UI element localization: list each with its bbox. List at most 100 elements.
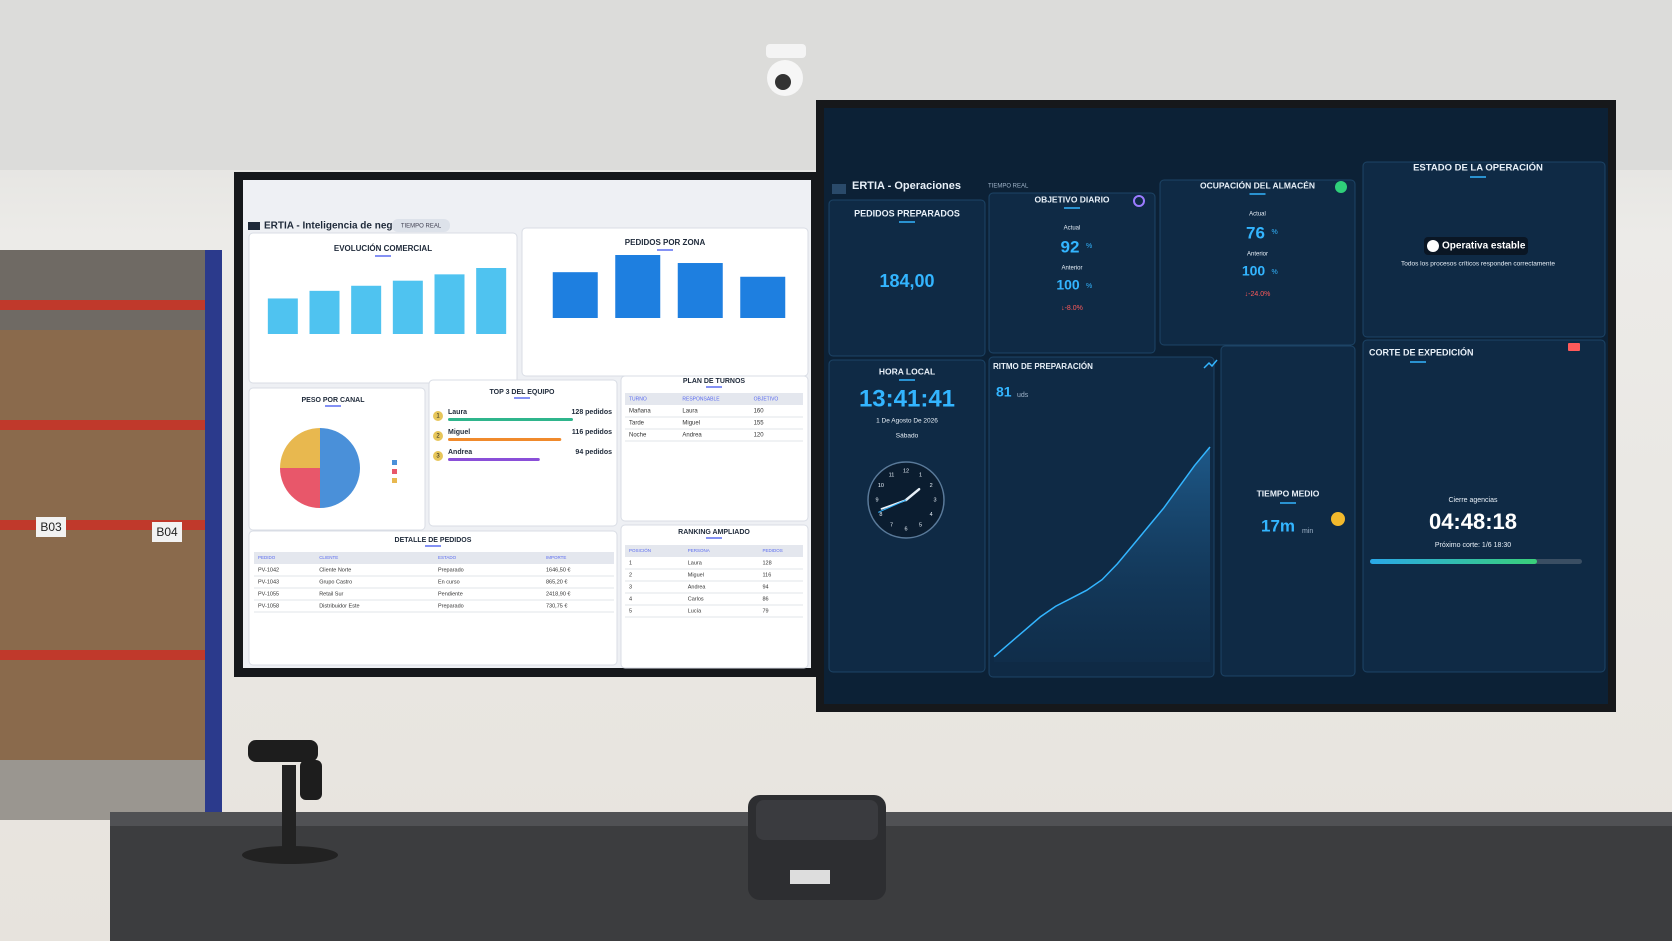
cell: 730,75 € bbox=[546, 603, 567, 609]
cell: Mañana bbox=[629, 409, 651, 415]
cell: Andrea bbox=[688, 584, 707, 590]
bar bbox=[740, 276, 786, 318]
panel bbox=[620, 524, 809, 669]
icon bbox=[1133, 195, 1145, 207]
panel-title: RANKING AMPLIADO bbox=[678, 529, 750, 536]
cell: Laura bbox=[682, 409, 698, 415]
table-header bbox=[254, 552, 614, 564]
logo bbox=[832, 184, 846, 194]
clock-number: 4 bbox=[930, 512, 933, 518]
truck-icon bbox=[1568, 343, 1580, 351]
cell: 3 bbox=[629, 584, 632, 590]
panel-title: PLAN DE TURNOS bbox=[683, 378, 746, 385]
date: 1 De Agosto De 2026 bbox=[876, 418, 938, 425]
panel-title: OCUPACIÓN DEL ALMACÉN bbox=[1200, 179, 1315, 190]
badge: TIEMPO REAL bbox=[401, 224, 442, 230]
cell: Pendiente bbox=[438, 591, 463, 597]
name: Laura bbox=[448, 409, 467, 416]
status-icon bbox=[1427, 240, 1439, 252]
unit: min bbox=[1302, 528, 1313, 535]
cell: Andrea bbox=[682, 433, 702, 439]
logo bbox=[248, 222, 260, 230]
bar bbox=[448, 458, 540, 461]
column-header: PERSONA bbox=[688, 548, 710, 553]
panel bbox=[1220, 345, 1356, 677]
kpi-value: 76 bbox=[1246, 223, 1265, 242]
unit: % bbox=[1086, 243, 1092, 250]
cell: PV-1042 bbox=[258, 567, 279, 573]
cell: Retail Sur bbox=[319, 591, 343, 597]
scanner bbox=[242, 740, 338, 864]
status: Operativa estable bbox=[1442, 241, 1526, 252]
camera bbox=[766, 44, 806, 96]
cell: Grupo Castro bbox=[319, 579, 352, 585]
kpi-value: 100 bbox=[1242, 263, 1266, 279]
area bbox=[994, 447, 1210, 662]
pie-slice bbox=[320, 428, 360, 508]
column-header: POSICIÓN bbox=[629, 547, 651, 553]
bar bbox=[448, 438, 562, 441]
panel-title: PEDIDOS POR ZONA bbox=[625, 238, 706, 247]
cell: 86 bbox=[763, 596, 769, 602]
cell: Distribuidor Este bbox=[319, 603, 359, 609]
panel-title: TIEMPO MEDIO bbox=[1257, 488, 1320, 498]
badge bbox=[392, 219, 450, 232]
rank-badge bbox=[433, 451, 443, 461]
column-header: CLIENTE bbox=[319, 555, 338, 560]
panel-title: PESO POR CANAL bbox=[301, 397, 365, 404]
cell: PV-1055 bbox=[258, 591, 279, 597]
clock-number: 5 bbox=[919, 523, 922, 529]
rank-badge bbox=[433, 411, 443, 421]
kpi-label: Anterior bbox=[1247, 252, 1268, 258]
panel bbox=[988, 192, 1156, 354]
hour-hand bbox=[904, 487, 921, 502]
rank: 2 bbox=[436, 434, 440, 440]
panel-title: DETALLE DE PEDIDOS bbox=[395, 537, 472, 544]
timer-icon bbox=[1331, 512, 1345, 526]
kpi-label: Actual bbox=[1249, 212, 1266, 218]
table-header bbox=[625, 545, 803, 557]
unit: % bbox=[1086, 283, 1092, 290]
name: Andrea bbox=[448, 449, 472, 456]
column-header: ESTADO bbox=[438, 555, 457, 560]
warehouse-door bbox=[0, 250, 222, 820]
cell: Preparado bbox=[438, 567, 464, 573]
kpi-label: Anterior bbox=[1061, 266, 1082, 272]
panel bbox=[248, 232, 518, 384]
clock-number: 2 bbox=[930, 483, 933, 489]
countdown-label: Cierre agencias bbox=[1448, 497, 1498, 504]
panel-title: OBJETIVO DIARIO bbox=[1034, 194, 1109, 204]
desk-top bbox=[110, 812, 1672, 826]
clock-number: 3 bbox=[933, 497, 936, 503]
status-pill bbox=[1424, 237, 1528, 255]
day: Sábado bbox=[896, 433, 919, 440]
kpi-label: Actual bbox=[1064, 226, 1081, 232]
rank: 1 bbox=[436, 414, 440, 420]
cell: Tarde bbox=[629, 421, 645, 427]
bar bbox=[309, 290, 340, 334]
cell: 5 bbox=[629, 608, 632, 614]
table-header bbox=[625, 393, 803, 405]
column-header: RESPONSABLE bbox=[682, 396, 720, 402]
value-label: 116 pedidos bbox=[572, 429, 612, 436]
cell: Miguel bbox=[688, 572, 704, 578]
bar bbox=[267, 298, 298, 334]
panel bbox=[248, 530, 618, 666]
rank: 3 bbox=[436, 454, 440, 460]
kpi-value: 81 bbox=[996, 384, 1012, 400]
pie-slice bbox=[280, 468, 320, 508]
bar bbox=[552, 272, 598, 318]
cell: Carlos bbox=[688, 596, 704, 602]
clock-number: 12 bbox=[903, 468, 909, 474]
panel-title: TOP 3 DEL EQUIPO bbox=[490, 389, 556, 396]
bar bbox=[392, 280, 423, 334]
cell: 1646,50 € bbox=[546, 567, 570, 573]
column-header: IMPORTE bbox=[546, 555, 566, 560]
cell: 94 bbox=[763, 584, 769, 590]
cell: Laura bbox=[688, 560, 703, 566]
unit: uds bbox=[1017, 392, 1029, 399]
header-title: ERTIA - Inteligencia de negocio bbox=[264, 221, 413, 232]
unit: % bbox=[1272, 229, 1278, 236]
bar bbox=[677, 263, 723, 318]
